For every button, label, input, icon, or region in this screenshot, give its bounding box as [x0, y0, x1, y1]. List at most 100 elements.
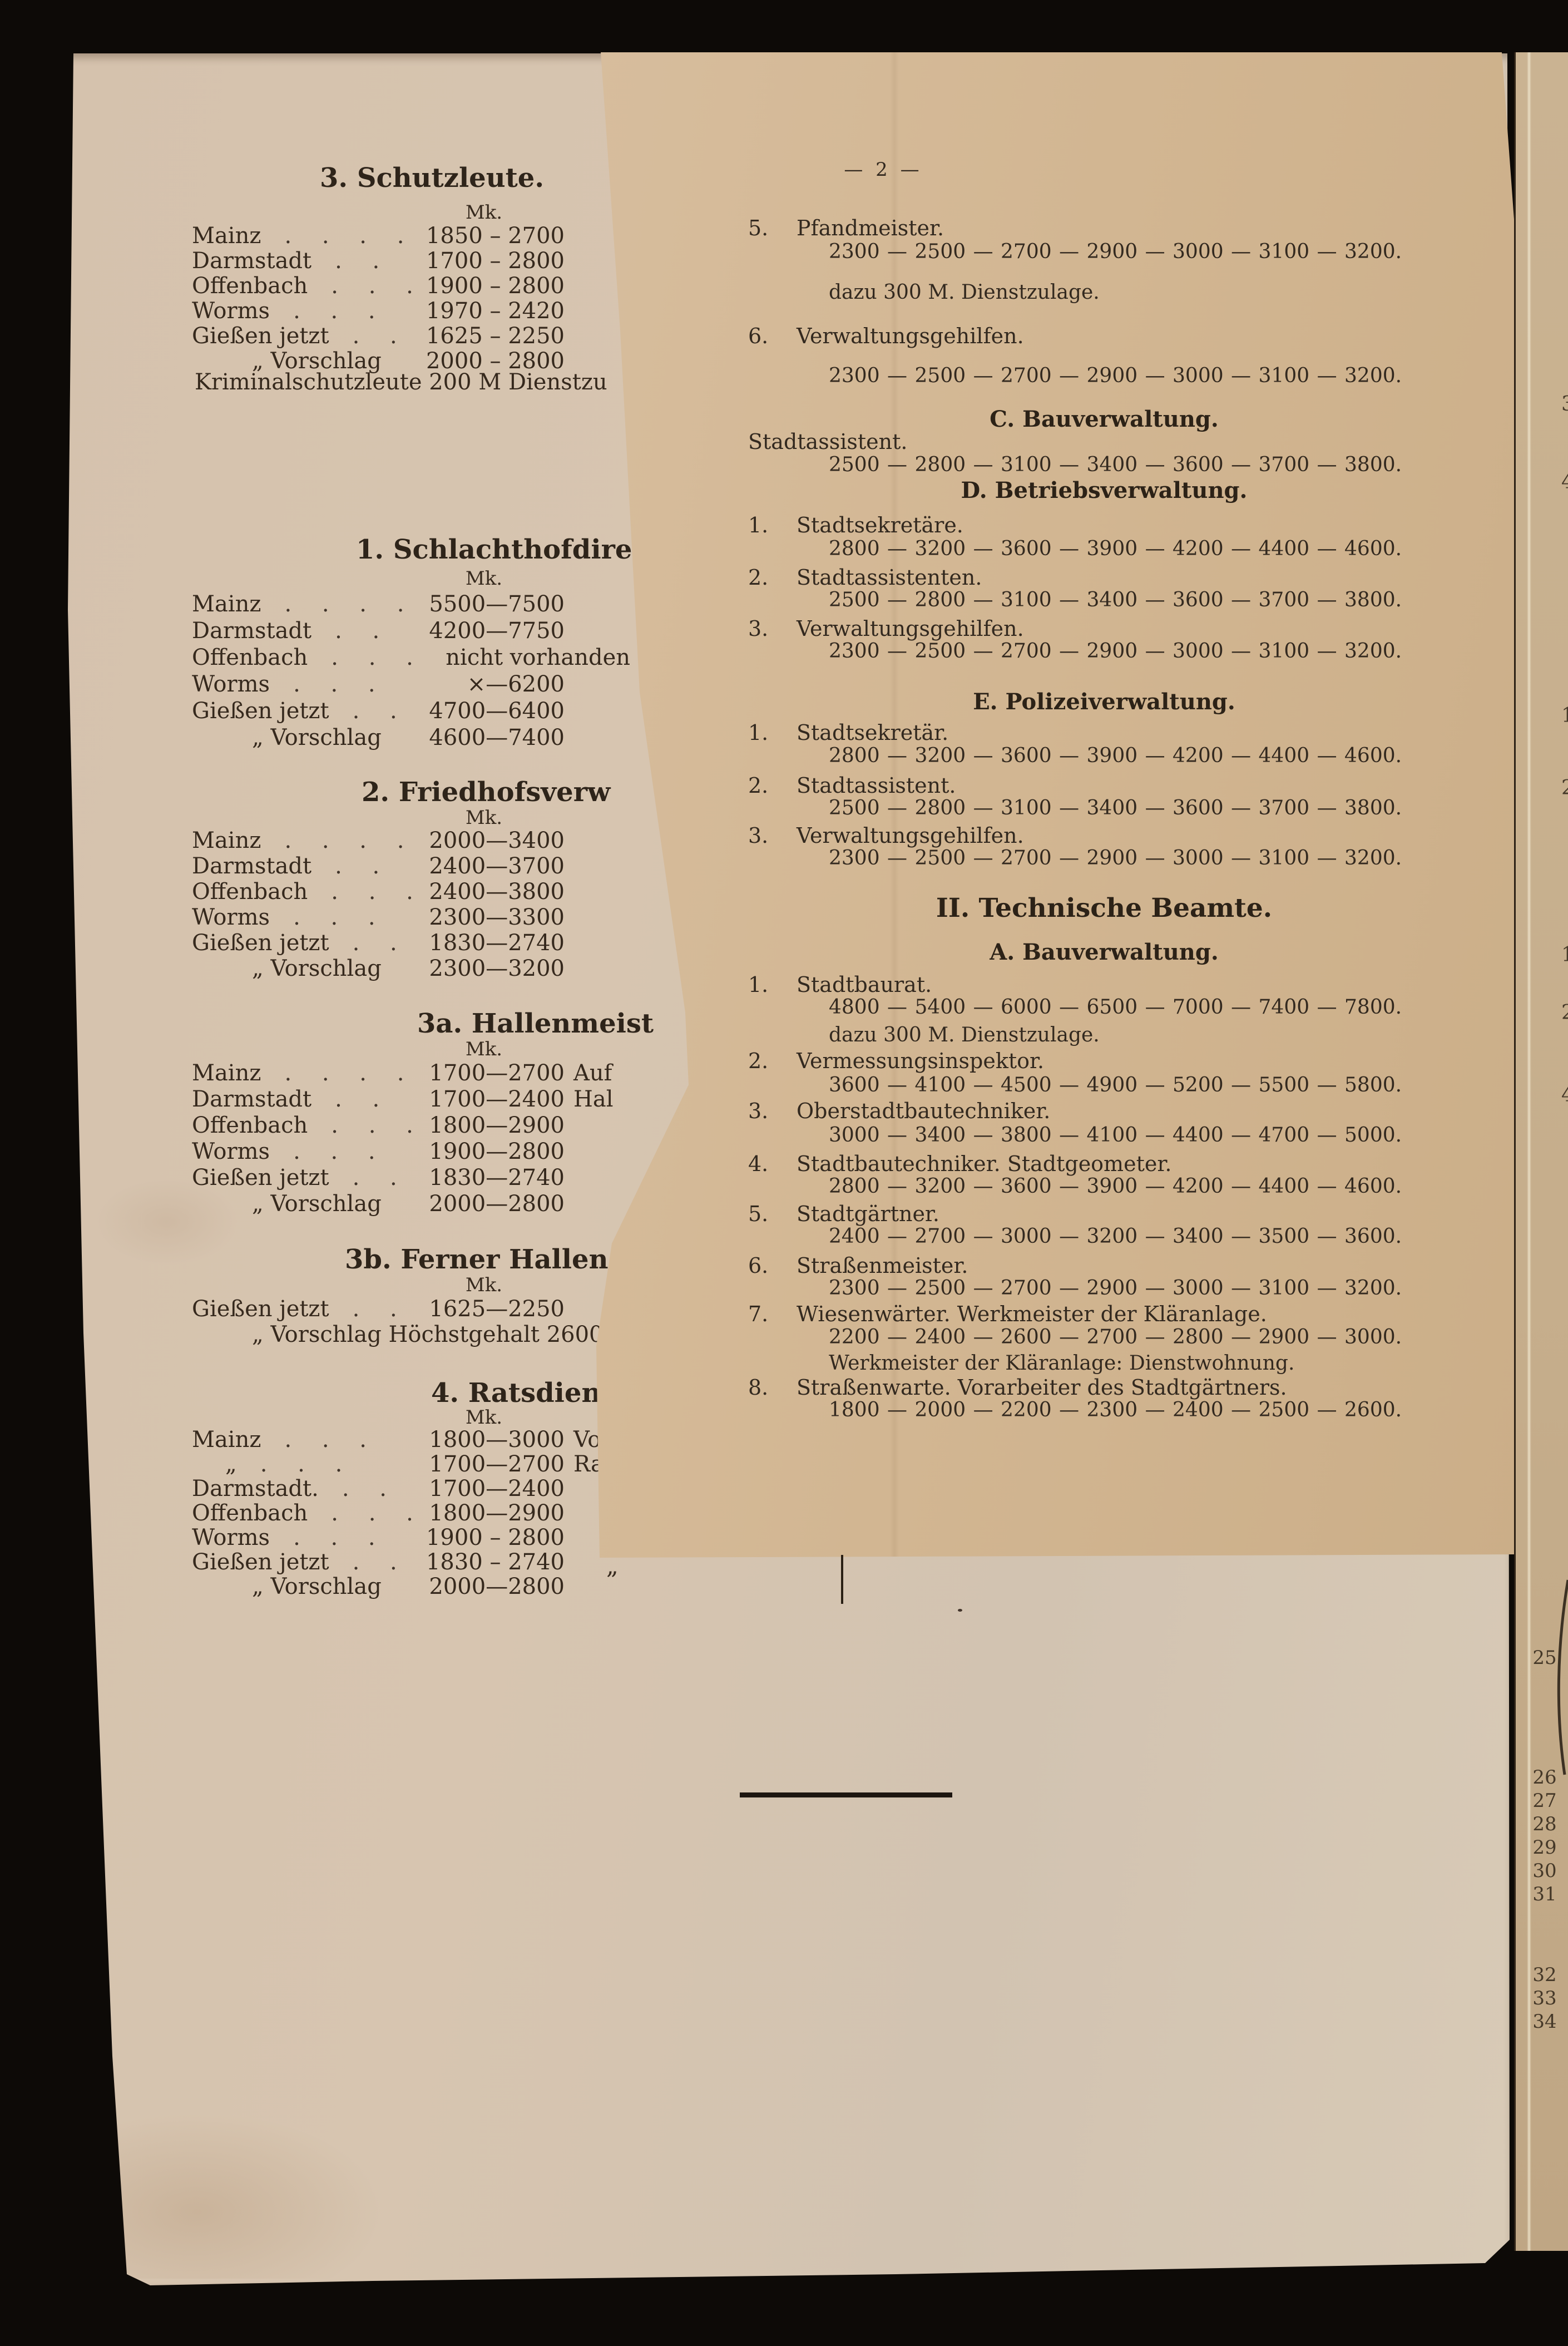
dot-leaders: . . .: [331, 274, 413, 299]
salary-table: Mainz . . . . 2000—3400 Darmstadt . . 2400—3…: [192, 828, 565, 981]
job-title: Verwaltungsgehilfen.: [797, 823, 1024, 848]
dot-leaders: . . . .: [284, 591, 404, 617]
salary-row-proposal: „ Vorschlag 4600—7400: [192, 724, 565, 751]
salary-range: 1850 – 2700: [426, 223, 565, 249]
item-number: 6.: [748, 324, 769, 348]
city-label: Offenbach: [192, 1113, 308, 1138]
margin-line-number: 28: [1532, 1813, 1557, 1835]
job-title: Wiesenwärter. Werkmeister der Kläranlage…: [797, 1302, 1267, 1326]
salary-range: 2400—3700: [429, 853, 565, 879]
salary-range: 1700 – 2800: [426, 248, 565, 274]
clipped-text: Hal: [573, 1086, 614, 1112]
salary-range: 2000—2800: [429, 1574, 565, 1599]
salary-range: 2400—3800: [429, 879, 565, 905]
item-number: 6.: [748, 1253, 769, 1278]
subsection-heading: D. Betriebsverwaltung.: [961, 477, 1248, 503]
city-label: Gießen jetzt: [192, 930, 329, 956]
city-label: Offenbach: [192, 645, 308, 670]
salary-range: 4600—7400: [429, 725, 565, 750]
pen-curve-mark: [1557, 1579, 1568, 1775]
salary-range: 1900 – 2800: [426, 273, 565, 299]
salary-range: 1625—2250: [429, 1296, 565, 1322]
city-label: Mainz: [192, 828, 261, 853]
salary-range: 1800—2900: [429, 1113, 565, 1138]
city-label: „ Vorschlag: [252, 348, 382, 374]
dot-leaders: . . .: [331, 879, 413, 905]
salary-range: 5500—7500: [429, 591, 565, 617]
salary-range: 2300—3300: [429, 905, 565, 930]
allowance-note: dazu 300 M. Dienstzulage.: [829, 281, 1100, 304]
salary-steps: 2300 — 2500 — 2700 — 2900 — 3000 — 3100 …: [829, 364, 1402, 387]
proposal-text: „ Vorschlag Höchstgehalt 2600: [252, 1322, 604, 1347]
item-number: 4.: [748, 1152, 769, 1176]
item-number: 3.: [748, 1099, 769, 1123]
salary-row: Worms . . . 2300—3300: [192, 905, 565, 930]
item-number: 3.: [748, 823, 769, 848]
city-label: Darmstadt.: [192, 1476, 319, 1502]
city-label: Worms: [192, 298, 270, 324]
city-label: Worms: [192, 671, 270, 697]
city-label: Mainz: [192, 1060, 261, 1086]
salary-steps: 2300 — 2500 — 2700 — 2900 — 3000 — 3100 …: [829, 1277, 1402, 1300]
salary-row: Gießen jetzt . . 4700—6400: [192, 698, 565, 724]
city-label: „ Vorschlag: [252, 1574, 382, 1599]
salary-steps: 2300 — 2500 — 2700 — 2900 — 3000 — 3100 …: [829, 240, 1402, 263]
section-heading: 3. Schutzleute.: [320, 162, 545, 194]
job-title: Straßenmeister.: [797, 1253, 968, 1278]
salary-steps: 3600 — 4100 — 4500 — 4900 — 5200 — 5500 …: [829, 1074, 1402, 1097]
margin-line-number: 32: [1532, 1964, 1557, 1986]
salary-table: Mainz . . . . 1700—2700 Auf Darmstadt . . 170…: [192, 1060, 614, 1217]
salary-range: 1700—2700: [429, 1451, 565, 1477]
salary-row-proposal: „ Vorschlag 2000—2800: [192, 1574, 565, 1599]
salary-steps: 2300 — 2500 — 2700 — 2900 — 3000 — 3100 …: [829, 640, 1402, 663]
salary-steps: 2400 — 2700 — 3000 — 3200 — 3400 — 3500 …: [829, 1225, 1402, 1248]
salary-range: 2000—2800: [429, 1191, 565, 1217]
clipped-edge-digit: 4: [1561, 1084, 1568, 1107]
city-label: Gießen jetzt: [192, 1296, 329, 1322]
clipped-edge-digit: 1: [1561, 944, 1568, 966]
item-number: 5.: [748, 1202, 769, 1226]
job-title: Pfandmeister.: [797, 216, 944, 240]
salary-range: 2000—3400: [429, 828, 565, 853]
dot-leaders: . .: [352, 1165, 397, 1191]
dot-leaders: . . .: [293, 905, 375, 930]
city-label: Darmstadt: [192, 853, 312, 879]
salary-steps: 2200 — 2400 — 2600 — 2700 — 2800 — 2900 …: [829, 1326, 1402, 1349]
dot-leaders: . . .: [331, 1113, 413, 1138]
dot-leaders: . . .: [260, 1452, 343, 1476]
item-number: 1.: [748, 972, 769, 997]
section-note: Kriminalschutzleute 200 M Dienstzu: [195, 369, 607, 395]
job-title: Stadtgärtner.: [797, 1202, 940, 1226]
salary-steps: 2800 — 3200 — 3600 — 3900 — 4200 — 4400 …: [829, 744, 1402, 767]
salary-steps: 4800 — 5400 — 6000 — 6500 — 7000 — 7400 …: [829, 996, 1402, 1019]
item-number: 2.: [748, 1049, 769, 1073]
salary-table: Mainz. . . 1800—3000 Vo „. . . 1700—2700 Ra …: [192, 1428, 604, 1599]
salary-row: Worms . . . 1970 – 2420: [192, 299, 565, 324]
salary-range: 1830—2740: [429, 930, 565, 956]
dot-leaders: . . .: [293, 1525, 375, 1550]
dot-leaders: . . .: [293, 1139, 375, 1164]
salary-row: Gießen jetzt . . 1625 – 2250: [192, 324, 565, 349]
dot-leaders: . .: [342, 1476, 387, 1501]
salary-steps: 2500 — 2800 — 3100 — 3400 — 3600 — 3700 …: [829, 797, 1402, 819]
job-title: Straßenwarte. Vorarbeiter des Stadtgärtn…: [797, 1375, 1287, 1400]
dot-leaders: . .: [352, 1296, 397, 1322]
salary-range: 1970 – 2420: [426, 298, 565, 324]
item-number: 2.: [748, 773, 769, 798]
page-number: — 2 —: [844, 159, 923, 181]
item-number: 7.: [748, 1302, 769, 1326]
salary-row-proposal: „ Vorschlag 2300—3200: [192, 956, 565, 981]
ink-speck: [958, 1609, 962, 1612]
job-title: Stadtbaurat.: [797, 972, 932, 997]
dot-leaders: . . . .: [284, 1060, 404, 1086]
salary-row: Mainz . . . 1800—3000 Vo: [192, 1428, 601, 1452]
job-title: Verwaltungsgehilfen.: [797, 616, 1024, 641]
job-title: Stadtassistent.: [748, 429, 908, 454]
salary-row: Gießen jetzt . . 1830 – 2740: [192, 1550, 565, 1574]
margin-line-number: 27: [1532, 1790, 1557, 1812]
city-label: Worms: [192, 905, 270, 930]
city-label: Worms: [192, 1139, 270, 1164]
job-title: Stadtsekretäre.: [797, 513, 963, 537]
salary-range: 1900—2800: [429, 1139, 565, 1164]
page-2-sheet: — 2 — 5. Pfandmeister. 2300 — 2500 — 270…: [596, 52, 1514, 1558]
